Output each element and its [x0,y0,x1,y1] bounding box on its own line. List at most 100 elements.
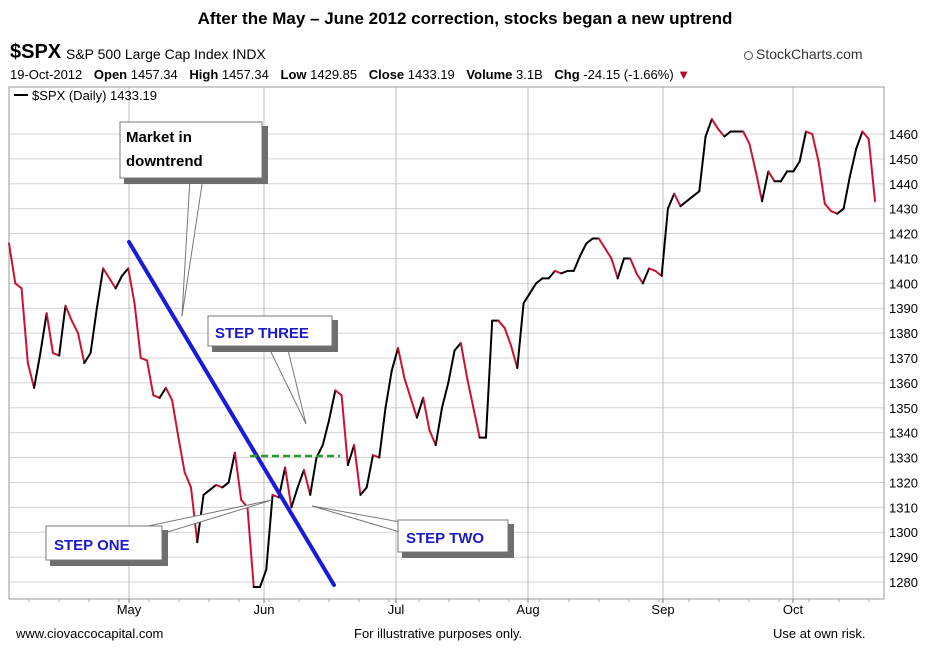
y-tick-label: 1350 [889,401,918,416]
price-segment [403,376,412,399]
price-segment [823,202,833,213]
price-segment [648,267,657,272]
y-tick-label: 1360 [889,376,918,391]
price-segment [535,277,544,285]
price-segment [761,170,770,203]
brand-link[interactable]: StockCharts.com [744,46,863,62]
price-segment [717,128,726,138]
y-tick-label: 1290 [889,550,918,565]
y-tick-label: 1460 [889,127,918,142]
price-segment [503,327,513,347]
price-segment [528,282,538,295]
y-tick-label: 1370 [889,351,918,366]
price-segment [284,466,293,509]
callout-step-three: STEP THREE [207,315,338,425]
price-segment [221,481,230,489]
price-series [8,118,876,588]
volume-value: 3.1B [516,67,543,82]
price-segment [183,471,192,489]
chg-value: -24.15 (-1.66%) [583,67,674,82]
callout-downtrend: Market in downtrend [119,121,268,317]
callout-pointer [269,349,307,425]
price-segment [215,483,224,489]
price-segment [233,451,243,501]
y-tick-label: 1310 [889,500,918,515]
y-tick-label: 1400 [889,276,918,291]
y-tick-label: 1300 [889,525,918,540]
price-segment [585,237,594,245]
price-segment [553,269,563,275]
price-segment [767,170,776,183]
callout-downtrend-line2: downtrend [126,153,203,170]
y-tick-label: 1280 [889,575,918,590]
x-tick-label: Jul [388,602,405,617]
price-segment [441,381,450,409]
volume-label: Volume [466,67,513,82]
index-name: S&P 500 Large Cap Index INDX [66,46,266,62]
x-tick-label: Aug [516,602,539,617]
quote-date: 19-Oct-2012 [10,67,83,82]
price-segment [409,396,418,419]
price-segment [64,304,73,322]
y-tick-label: 1450 [889,152,918,167]
x-tick-label: May [117,602,142,617]
price-segment [867,137,876,203]
callout-pointer [311,505,401,533]
price-segment [328,389,337,422]
y-tick-label: 1410 [889,251,918,266]
chart-title: After the May – June 2012 correction, st… [197,9,733,28]
price-segment [346,444,356,467]
price-segment [629,257,638,275]
price-segment [754,170,764,203]
price-segment [384,369,393,409]
price-segment [673,192,682,208]
price-segment [522,292,531,305]
price-segment [415,396,425,419]
price-segment [779,170,789,183]
price-segment [547,269,556,280]
price-segment [466,376,475,409]
price-segment [817,160,826,205]
price-segment [861,130,870,140]
price-segment [265,493,274,571]
price-segment [296,469,305,489]
price-segment [89,307,98,355]
price-segment [497,319,506,330]
price-segment [685,195,695,203]
price-segment [710,118,720,131]
price-segment [45,312,54,355]
price-segment [246,506,255,588]
price-segment [434,406,443,447]
price-segment [428,429,437,447]
price-segment [397,347,406,379]
price-segment [798,130,807,163]
price-segment [842,175,851,210]
y-tick-label: 1440 [889,177,918,192]
callout-step-one: STEP ONE [45,499,273,566]
price-segment [359,486,368,496]
price-segment [371,454,381,459]
price-segment [102,267,111,280]
price-segment [560,269,569,275]
x-tick-label: Sep [651,602,674,617]
callout-box [207,315,333,347]
y-tick-label: 1420 [889,227,918,242]
price-segment [616,257,625,280]
price-segment [447,349,456,384]
price-segment [748,142,757,173]
price-segment [654,269,663,277]
open-value: 1457.34 [130,67,178,82]
index-name-text: S&P 500 Large Cap Index [66,46,229,62]
footer-website: www.ciovaccocapital.com [16,626,164,641]
price-segment [679,200,688,208]
y-tick-label: 1320 [889,475,918,490]
price-segment [472,406,481,439]
y-tick-label: 1380 [889,326,918,341]
close-value: 1433.19 [407,67,455,82]
low-value: 1429.85 [310,67,358,82]
price-segment [698,135,707,193]
price-segment [848,147,858,178]
price-segment [390,347,400,372]
price-segment [666,192,676,210]
price-segment [58,304,67,357]
